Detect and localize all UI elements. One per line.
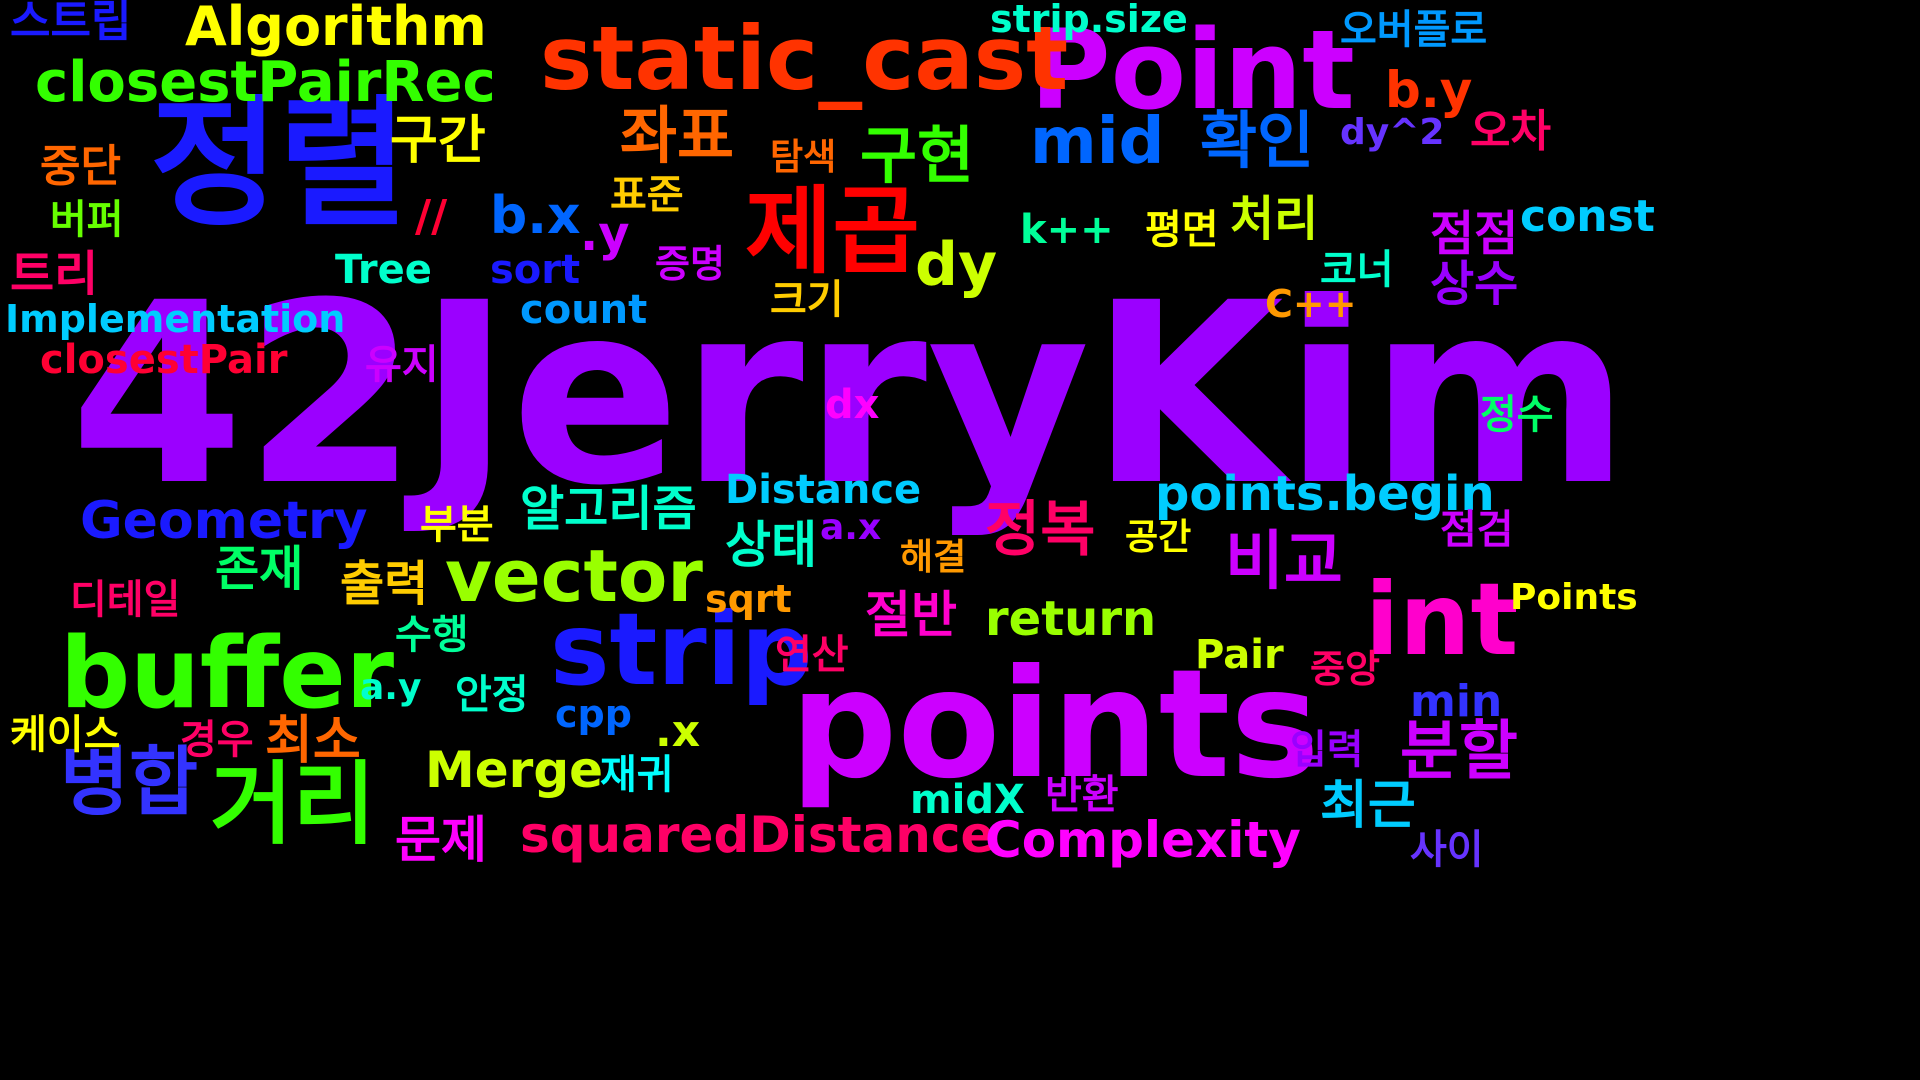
word-strip-ko: 스트립 [10,0,132,47]
word-jegop: 제곱 [745,177,920,287]
word-bigyo: 비교 [1225,525,1343,599]
word-42jerrykim: 42JerryKim [70,249,1630,540]
word-implementation: Implementation [5,297,346,341]
word-jeomjeom: 점점 [1430,206,1519,262]
word-anjeong: 안정 [455,672,529,718]
word-suhaeng: 수행 [395,612,469,658]
word-dot-x: .x [655,706,701,757]
word-squareddistance: squaredDistance [520,806,995,864]
word-ocha: 오차 [1470,106,1551,157]
word-merge: Merge [425,741,604,799]
word-sort: sort [490,247,581,293]
word-vector: vector [445,534,703,618]
word-yeonsan: 연산 [775,632,849,678]
word-geori: 거리 [210,752,376,857]
word-overflow: 오버플로 [1340,7,1488,53]
word-bunhal: 분할 [1400,715,1518,789]
word-hwagin: 확인 [1200,104,1315,177]
word-midx: midX [910,777,1025,823]
word-munje: 문제 [395,811,487,869]
word-strip: strip [550,591,813,708]
word-pyojun: 표준 [610,172,684,218]
word-gonggan: 공간 [1125,517,1192,558]
word-cpp-plus: C++ [1265,282,1357,326]
word-sangsu: 상수 [1430,256,1519,312]
word-yuji: 유지 [365,342,439,388]
word-jeolban: 절반 [865,586,957,644]
word-strip-size: strip.size [990,0,1188,41]
word-const: const [1520,191,1655,242]
word-jeongryeol: 정렬 [150,83,408,246]
word-chullyeok: 출력 [340,556,429,612]
word-algorijeum: 알고리즘 [520,481,697,537]
word-keugi: 크기 [770,277,844,323]
word-guhyeon: 구현 [860,119,975,192]
word-cheori: 처리 [1230,191,1319,247]
word-slashes: // [415,191,448,242]
word-geometry: Geometry [80,491,368,551]
word-jwapyo: 좌표 [620,99,735,172]
word-banhwan: 반환 [1045,772,1119,818]
word-pair: Pair [1195,632,1284,678]
word-choegeun: 최근 [1320,776,1416,836]
word-return: return [985,591,1157,647]
word-a-y: a.y [360,667,422,708]
word-points: points [790,638,1320,812]
word-int: int [1365,561,1519,678]
word-point: Point [1030,6,1355,134]
word-pyeongmyeon: 평면 [1145,207,1219,253]
word-points-cap: Points [1510,577,1638,618]
word-jaegwi: 재귀 [600,752,674,798]
word-sangtae: 상태 [725,516,817,574]
word-a-x: a.x [820,507,882,548]
word-gugan: 구간 [390,111,486,171]
word-count: count [520,287,648,333]
word-min: min [1410,676,1503,727]
word-points-begin: points.begin [1155,466,1495,522]
word-mid: mid [1030,105,1165,179]
word-ditail: 디테일 [70,577,181,623]
word-tree: Tree [335,247,432,293]
word-ipryeok: 입력 [1290,727,1364,773]
word-closestpairrec: closestPairRec [35,50,496,115]
word-jeomgeom: 점검 [1440,507,1514,553]
word-jeungmyeong: 증명 [655,242,725,286]
word-dy: dy [915,230,998,300]
word-keiseu: 케이스 [10,712,121,758]
word-jungang: 중앙 [1310,647,1380,691]
word-b-y: b.y [1385,61,1473,119]
word-choeso: 최소 [265,711,361,771]
word-dx: dx [825,382,880,428]
word-algorithm: Algorithm [185,0,487,58]
word-byeonghap: 병합 [60,738,199,826]
word-sqrt: sqrt [705,577,792,621]
word-jungdan: 중단 [40,141,121,192]
word-koneo: 코너 [1320,247,1394,293]
word-buffer: buffer [60,617,395,731]
word-dot-y: .y [580,206,630,262]
word-static-cast: static_cast [540,7,1069,110]
word-jeongbok: 정복 [985,495,1096,565]
word-k-plus: k++ [1020,207,1114,253]
word-gyeongu: 경우 [180,717,254,763]
word-teuri: 트리 [10,246,99,302]
word-haegyeol: 해결 [900,537,967,578]
word-distance: Distance [725,467,922,513]
word-sai: 사이 [1410,827,1484,873]
word-complexity: Complexity [985,811,1301,869]
word-jonjae: 존재 [215,541,304,597]
word-tamsaek: 탐색 [770,137,837,178]
word-jeongsu: 정수 [1480,392,1554,438]
word-dy-squared: dy^2 [1340,112,1445,153]
word-cpp: cpp [555,692,632,736]
word-bubun: 부분 [420,502,494,548]
word-beopeo: 버퍼 [50,197,124,243]
word-closestpair: closestPair [40,337,288,383]
word-b-x: b.x [490,186,581,246]
